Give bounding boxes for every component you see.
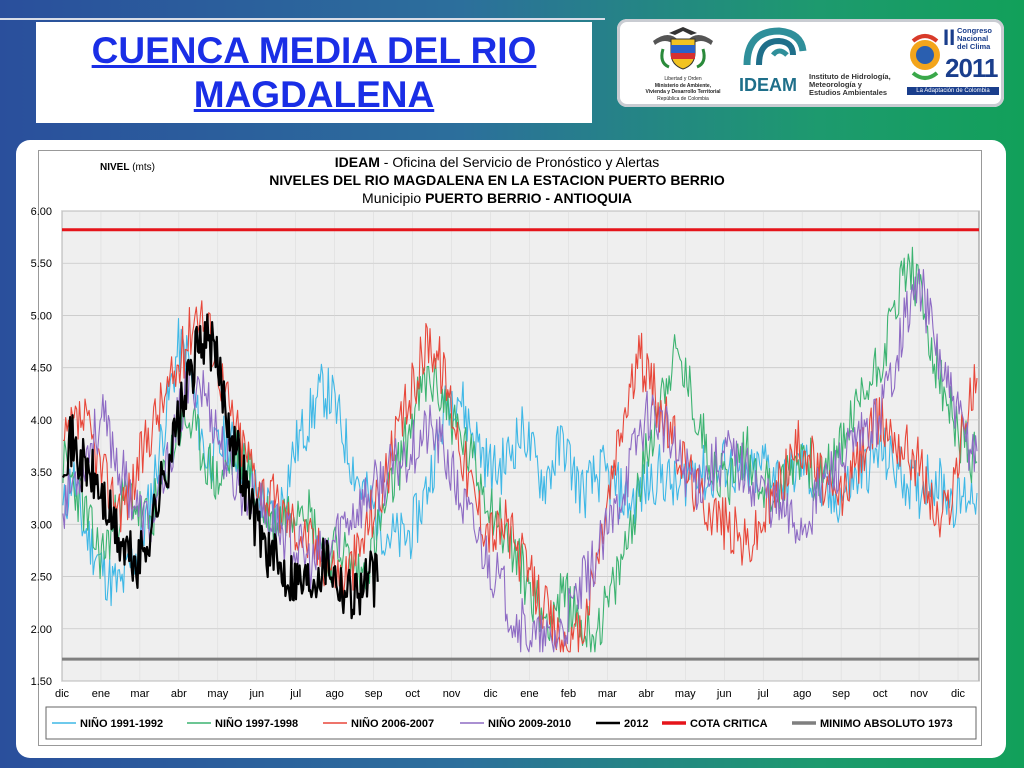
x-tick-label: mar <box>130 688 149 700</box>
y-tick-label: 5.50 <box>31 258 52 270</box>
x-tick-label: abr <box>638 688 654 700</box>
ideam-logo: IDEAM Instituto de Hidrología, Meteorolo… <box>737 25 897 101</box>
x-tick-label: oct <box>873 688 888 700</box>
x-tick-labels: dic ene mar abr may jun jul ago sep oct nov dic ene f… <box>55 688 966 700</box>
x-tick-label: oct <box>405 688 420 700</box>
ministry-line4: República de Colombia <box>657 95 709 102</box>
series-line-3 <box>62 268 978 653</box>
slide-title-line2: MAGDALENA <box>193 73 435 115</box>
legend-label: NIÑO 2006-2007 <box>351 717 434 730</box>
legend-label: 2012 <box>624 718 648 730</box>
series-lines <box>62 228 979 661</box>
y-tick-label: 1.50 <box>31 676 52 688</box>
ideam-line2: Meteorología y <box>809 80 862 89</box>
chart-subtitle: Municipio PUERTO BERRIO - ANTIOQUIA <box>362 190 632 206</box>
x-tick-label: dic <box>55 688 70 700</box>
x-tick-label: jun <box>716 688 732 700</box>
x-tick-label: may <box>207 688 228 700</box>
chart-title: NIVELES DEL RIO MAGDALENA EN LA ESTACION… <box>269 172 725 188</box>
y-tick-labels: 6.00 5.50 5.00 4.50 4.00 3.50 3.00 2.50 2.00 1.50 <box>31 206 52 688</box>
x-tick-label: nov <box>910 688 928 700</box>
x-tick-label: dic <box>951 688 966 700</box>
legend: NIÑO 1991-1992 NIÑO 1997-1998 NIÑO 2006-20… <box>52 717 953 730</box>
y-tick-label: 3.00 <box>31 519 52 531</box>
slide-title-box: CUENCA MEDIA DEL RIO MAGDALENA <box>36 22 592 123</box>
congreso-line2: Nacional <box>957 34 989 43</box>
slide-title-line1: CUENCA MEDIA DEL RIO <box>91 29 537 71</box>
legend-label: NIÑO 2009-2010 <box>488 717 571 730</box>
chart-header: IDEAM - Oficina del Servicio de Pronósti… <box>335 154 659 170</box>
congreso-year: 2011 <box>945 53 998 83</box>
slide-title: CUENCA MEDIA DEL RIO MAGDALENA <box>92 29 537 117</box>
ideam-line1: Instituto de Hidrología, <box>809 72 891 81</box>
x-tick-label: ene <box>520 688 538 700</box>
x-tick-label: feb <box>561 688 576 700</box>
x-tick-label: sep <box>365 688 383 700</box>
ministry-line1: Libertad y Orden <box>664 76 702 82</box>
y-axis-label: NIVEL (mts) <box>100 162 155 173</box>
congreso-logo: II Congreso Nacional del Clima 2011 La A… <box>907 25 999 101</box>
y-tick-label: 2.50 <box>31 572 52 584</box>
ideam-wave-icon <box>743 27 807 66</box>
legend-label: MINIMO ABSOLUTO 1973 <box>820 718 953 730</box>
congreso-swirl-icon <box>910 34 940 80</box>
x-tick-label: nov <box>443 688 461 700</box>
logos-banner: Libertad y Orden Ministerio de Ambiente,… <box>617 19 1004 107</box>
legend-label: COTA CRITICA <box>690 718 768 730</box>
x-tick-label: mar <box>598 688 617 700</box>
congreso-roman: II <box>943 25 956 50</box>
x-tick-label: may <box>675 688 696 700</box>
ministry-line2: Ministerio de Ambiente, <box>654 82 712 89</box>
x-tick-label: jun <box>248 688 264 700</box>
legend-label: NIÑO 1991-1992 <box>80 717 163 730</box>
y-tick-label: 4.00 <box>31 415 52 427</box>
x-tick-label: jul <box>289 688 301 700</box>
ministry-line3: Vivienda y Desarrollo Territorial <box>645 89 721 95</box>
coat-of-arms-icon <box>653 27 713 70</box>
chart-subtitle-prefix: Municipio <box>362 190 425 206</box>
x-tick-label: ene <box>92 688 110 700</box>
chart-subtitle-bold: PUERTO BERRIO - ANTIOQUIA <box>425 190 632 206</box>
x-tick-label: ago <box>326 688 344 700</box>
y-axis-label-bold: NIVEL <box>100 162 129 173</box>
y-tick-label: 4.50 <box>31 363 52 375</box>
congreso-line1: Congreso <box>957 26 993 35</box>
y-tick-label: 6.00 <box>31 206 52 218</box>
x-tick-label: jul <box>757 688 769 700</box>
x-tick-label: abr <box>171 688 187 700</box>
congreso-line3: del Clima <box>957 42 991 51</box>
ideam-name: IDEAM <box>739 75 797 95</box>
chart-header-bold: IDEAM <box>335 154 380 170</box>
y-tick-label: 3.50 <box>31 467 52 479</box>
ideam-line3: Estudios Ambientales <box>809 88 888 97</box>
y-tick-label: 2.00 <box>31 624 52 636</box>
legend-label: NIÑO 1997-1998 <box>215 717 298 730</box>
chart-header-rest: - Oficina del Servicio de Pronóstico y A… <box>380 154 659 170</box>
series-line-4 <box>62 313 379 620</box>
x-tick-label: ago <box>793 688 811 700</box>
y-tick-label: 5.00 <box>31 310 52 322</box>
grid-lines <box>61 210 979 682</box>
slide-divider-line <box>0 18 605 20</box>
congreso-footer: La Adaptación de Colombia <box>907 87 999 95</box>
ministry-logo: Libertad y Orden Ministerio de Ambiente,… <box>639 23 727 103</box>
x-tick-label: dic <box>483 688 498 700</box>
y-axis-label-unit: (mts) <box>129 162 155 173</box>
x-tick-label: sep <box>832 688 850 700</box>
